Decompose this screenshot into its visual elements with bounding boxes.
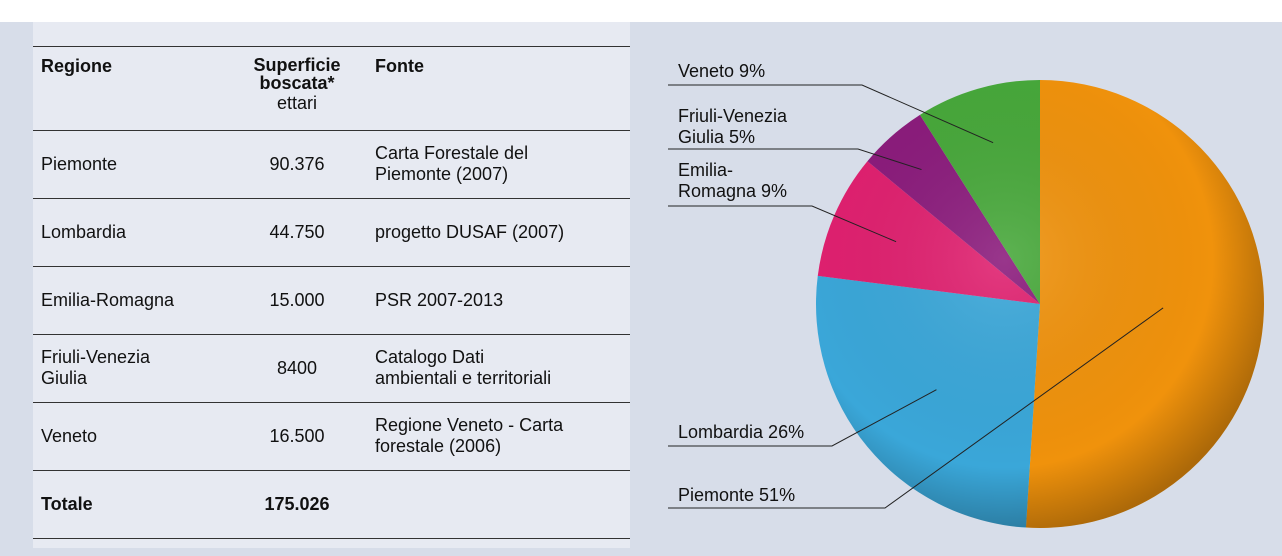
region-cell: Emilia-Romagna <box>41 289 175 310</box>
pie-slice <box>1025 80 1264 528</box>
table-rule <box>33 402 630 403</box>
slice-label: Piemonte 51% <box>678 485 796 505</box>
total-label: Totale <box>41 493 93 514</box>
region-cell: Veneto <box>41 425 98 446</box>
source-cell: Catalogo Dati ambientali e territoriali <box>375 347 552 388</box>
pie-slice <box>815 275 1040 528</box>
header-unit: ettari <box>276 93 318 113</box>
area-cell: 16.500 <box>269 425 325 446</box>
source-cell: Carta Forestale del Piemonte (2007) <box>375 143 529 184</box>
table-rule <box>33 46 630 47</box>
header-cell: Fonte <box>375 56 424 76</box>
area-cell: 90.376 <box>269 153 325 174</box>
table-rule <box>33 198 630 199</box>
header-cell: Superficie boscata* <box>253 55 341 93</box>
slice-label: Veneto 9% <box>678 61 766 81</box>
region-cell: Lombardia <box>41 221 127 242</box>
header-cell: Regione <box>41 56 113 76</box>
area-cell: 15.000 <box>269 289 325 310</box>
table-rule <box>33 130 630 131</box>
area-cell: 8400 <box>276 357 318 378</box>
leader-line <box>668 307 1164 509</box>
table-rule <box>33 470 630 471</box>
leader-line <box>668 389 937 447</box>
leader-line <box>668 84 994 144</box>
table-rule <box>33 334 630 335</box>
leader-line <box>668 205 897 243</box>
slice-label: Emilia- Romagna 9% <box>678 160 788 201</box>
slice-label: Friuli-Venezia Giulia 5% <box>678 106 788 147</box>
source-cell: Regione Veneto - Carta forestale (2006) <box>375 415 564 456</box>
slice-label: Lombardia 26% <box>678 422 805 442</box>
region-cell: Friuli-Venezia Giulia <box>41 347 151 388</box>
leader-line <box>668 148 922 171</box>
total-value: 175.026 <box>264 493 330 514</box>
source-cell: progetto DUSAF (2007) <box>375 221 565 242</box>
table-panel <box>33 22 630 548</box>
source-cell: PSR 2007-2013 <box>375 289 504 310</box>
table-rule <box>33 266 630 267</box>
table-rule <box>33 538 630 539</box>
area-cell: 44.750 <box>269 221 325 242</box>
region-cell: Piemonte <box>41 153 118 174</box>
